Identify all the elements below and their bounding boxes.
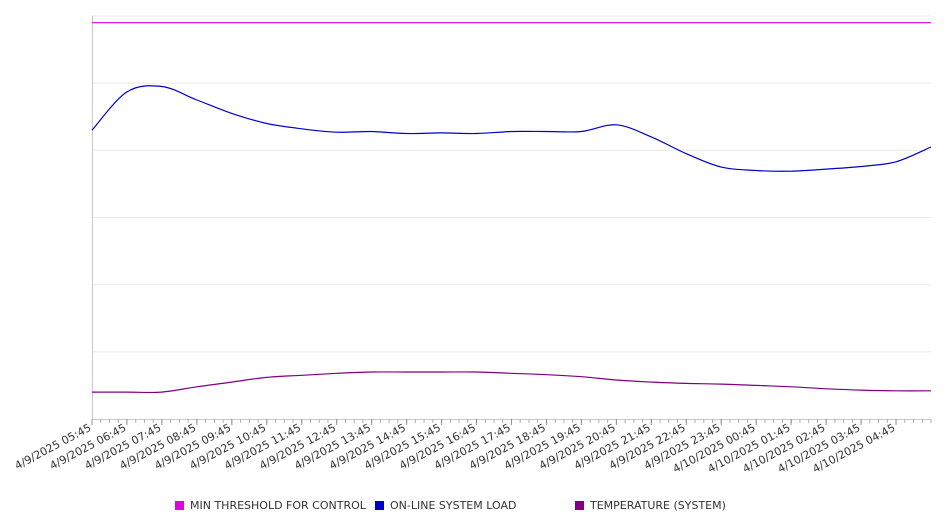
legend-label-system-load: ON-LINE SYSTEM LOAD [390,499,517,512]
legend-label-temperature: TEMPERATURE (SYSTEM) [590,499,726,512]
axes [91,16,932,423]
grid-lines [92,15,931,353]
legend-swatch-temperature [575,501,584,510]
legend-swatch-min-threshold [175,501,184,510]
legend: MIN THRESHOLD FOR CONTROL ON-LINE SYSTEM… [0,499,946,515]
legend-item-min-threshold: MIN THRESHOLD FOR CONTROL [175,499,366,512]
legend-item-temperature: TEMPERATURE (SYSTEM) [575,499,726,512]
series-line-on-line-system-load [91,85,932,172]
legend-swatch-system-load [375,501,384,510]
series-line-temperature-system [92,371,932,394]
series-lines [91,22,932,394]
legend-label-min-threshold: MIN THRESHOLD FOR CONTROL [190,499,366,512]
line-chart: 4/9/2025 05:454/9/2025 06:454/9/2025 07:… [13,15,932,476]
legend-item-system-load: ON-LINE SYSTEM LOAD [375,499,516,512]
x-tick-labels: 4/9/2025 05:454/9/2025 06:454/9/2025 07:… [13,419,897,476]
